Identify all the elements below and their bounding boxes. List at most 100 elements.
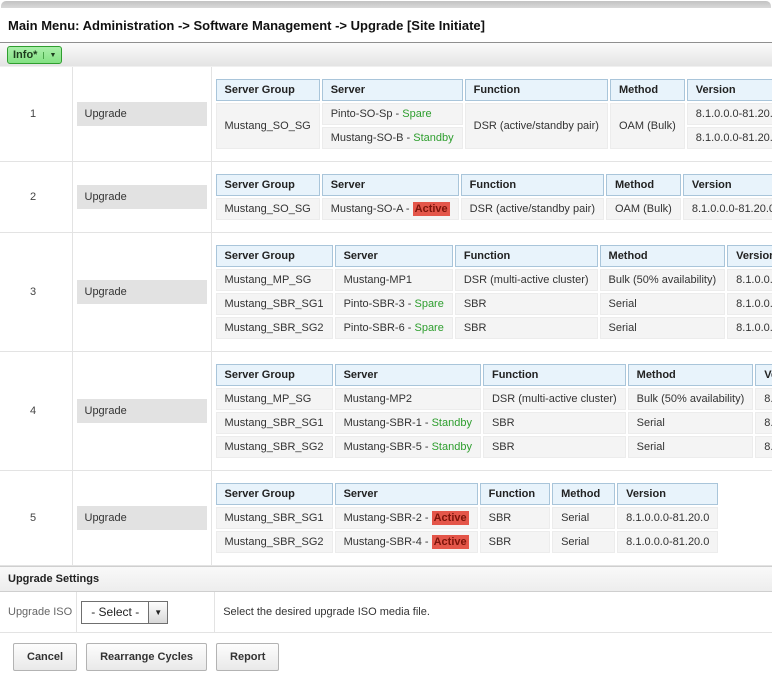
upgrade-action-button[interactable]: Upgrade (77, 280, 207, 304)
cell-server: Pinto-SBR-3 - Spare (335, 293, 453, 315)
server-status-badge: Standby (413, 132, 453, 144)
cell-server-group: Mustang_SO_SG (216, 198, 320, 220)
cycle-number: 2 (0, 162, 72, 233)
upgrade-iso-row: Upgrade ISO - Select - ▼ Select the desi… (0, 592, 772, 633)
column-header: Server (335, 483, 478, 505)
cell-version: 8.1.0.0.0-81.20.0 (683, 198, 772, 220)
upgrade-iso-select[interactable]: - Select - ▼ (81, 601, 168, 624)
server-status-badge: Active (432, 511, 469, 525)
cell-method: OAM (Bulk) (606, 198, 681, 220)
cell-server-group: Mustang_MP_SG (216, 269, 333, 291)
cycle-number: 1 (0, 67, 72, 162)
cell-version: 8.1.0.0.0-81.20.0 (687, 103, 772, 125)
upgrade-action-button[interactable]: Upgrade (77, 399, 207, 423)
column-header: Version (617, 483, 718, 505)
upgrade-iso-select-value: - Select - (82, 602, 148, 623)
cell-version: 8.1.0.0.0-81.20.0 (755, 436, 772, 458)
cell-server: Mustang-SO-A - Active (322, 198, 459, 220)
upgrade-action-button[interactable]: Upgrade (77, 506, 207, 530)
column-header: Function (483, 364, 626, 386)
cell-function: SBR (455, 293, 598, 315)
cell-method: Serial (552, 507, 615, 529)
cell-server-group: Mustang_SO_SG (216, 103, 320, 149)
cycle-servers-cell: Server GroupServerFunctionMethodVersionM… (211, 352, 772, 471)
cell-version: 8.1.0.0.0-81.20.0 (755, 412, 772, 434)
cell-function: DSR (active/standby pair) (465, 103, 608, 149)
cell-method: Serial (600, 317, 726, 339)
cell-server-group: Mustang_SBR_SG2 (216, 531, 333, 553)
cycle-number: 3 (0, 233, 72, 352)
cycle-action-cell: Upgrade (72, 352, 211, 471)
column-header: Function (455, 245, 598, 267)
server-status-badge: Active (432, 535, 469, 549)
cycle-action-cell: Upgrade (72, 233, 211, 352)
server-status-badge: Spare (414, 298, 443, 310)
upgrade-action-button[interactable]: Upgrade (77, 102, 207, 126)
cell-method: Serial (600, 293, 726, 315)
cell-method: Serial (628, 412, 754, 434)
report-button[interactable]: Report (216, 643, 279, 671)
column-header: Server (335, 245, 453, 267)
cancel-button[interactable]: Cancel (13, 643, 77, 671)
info-dropdown-button[interactable]: Info* ▼ (7, 46, 62, 64)
cell-server-group: Mustang_SBR_SG1 (216, 412, 333, 434)
page-title: Main Menu: Administration -> Software Ma… (0, 8, 772, 42)
upgrade-settings-header: Upgrade Settings (0, 566, 772, 592)
column-header: Method (606, 174, 681, 196)
cell-server-group: Mustang_MP_SG (216, 388, 333, 410)
cell-server: Mustang-MP1 (335, 269, 453, 291)
cycle-action-cell: Upgrade (72, 67, 211, 162)
cell-function: SBR (480, 531, 550, 553)
cell-version: 8.1.0.0.0-81.20.0 (727, 269, 772, 291)
cell-function: DSR (multi-active cluster) (455, 269, 598, 291)
cell-version: 8.1.0.0.0-81.20.0 (617, 507, 718, 529)
cell-version: 8.1.0.0.0-81.20.0 (617, 531, 718, 553)
column-header: Server Group (216, 174, 320, 196)
column-header: Server (322, 79, 463, 101)
cell-server: Pinto-SO-Sp - Spare (322, 103, 463, 125)
column-header: Server (322, 174, 459, 196)
cell-function: SBR (455, 317, 598, 339)
select-caret-down-icon[interactable]: ▼ (148, 602, 167, 623)
cell-version: 8.1.0.0.0-81.20.0 (727, 317, 772, 339)
server-status-badge: Standby (432, 441, 472, 453)
cell-server: Mustang-SBR-5 - Standby (335, 436, 481, 458)
column-header: Version (683, 174, 772, 196)
cell-function: SBR (483, 412, 626, 434)
cycle-action-cell: Upgrade (72, 471, 211, 566)
column-header: Function (465, 79, 608, 101)
server-status-badge: Standby (432, 417, 472, 429)
caret-down-icon: ▼ (43, 52, 56, 59)
cell-server: Mustang-SBR-4 - Active (335, 531, 478, 553)
cell-version: 8.1.0.0.0-81.20.0 (755, 388, 772, 410)
rearrange-cycles-button[interactable]: Rearrange Cycles (86, 643, 207, 671)
cell-method: Serial (628, 436, 754, 458)
server-status-badge: Spare (414, 322, 443, 334)
upgrade-action-button[interactable]: Upgrade (77, 185, 207, 209)
column-header: Version (687, 79, 772, 101)
cell-method: Bulk (50% availability) (628, 388, 754, 410)
server-status-badge: Spare (402, 108, 431, 120)
upgrade-iso-hint: Select the desired upgrade ISO media fil… (215, 592, 772, 633)
upgrade-settings-table: Upgrade ISO - Select - ▼ Select the desi… (0, 592, 772, 633)
